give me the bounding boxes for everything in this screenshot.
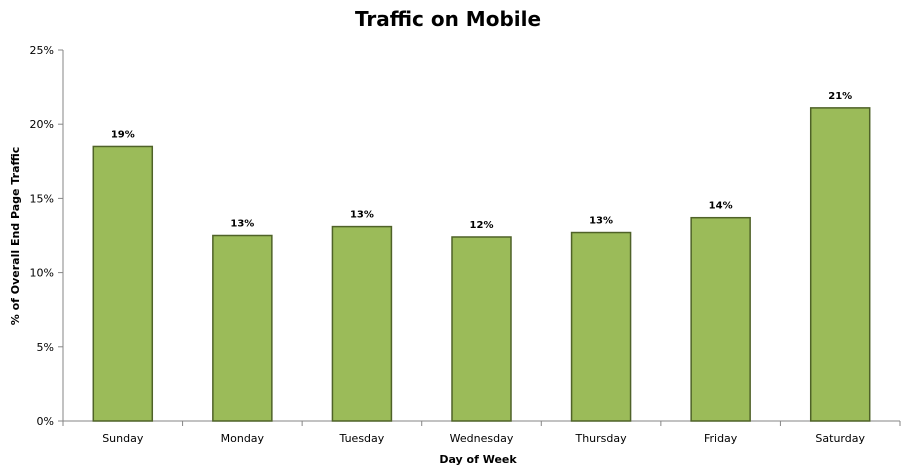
y-tick-label: 10% xyxy=(30,267,54,280)
y-tick-label: 0% xyxy=(37,415,54,428)
y-tick-label: 5% xyxy=(37,341,54,354)
x-axis: Sunday Monday Tuesday Wednesday Thursday Frid… xyxy=(62,420,901,445)
x-tick-label: Wednesday xyxy=(450,432,514,445)
bar-monday xyxy=(212,234,273,422)
data-label: 14% xyxy=(709,201,733,212)
y-tick-label: 15% xyxy=(30,192,54,205)
bar-wednesday xyxy=(451,236,512,422)
x-tick-label: Friday xyxy=(704,432,738,445)
data-labels: 19% 13% 13% 12% 13% 14% 21% xyxy=(111,91,852,231)
y-axis: 0% 5% 10% 15% 20% 25% xyxy=(30,44,64,428)
bar-friday xyxy=(690,216,751,422)
x-tick-label: Monday xyxy=(221,432,265,445)
y-tick-label: 25% xyxy=(30,44,54,57)
x-tick-label: Sunday xyxy=(102,432,144,445)
bar-saturday xyxy=(809,107,871,422)
data-label: 21% xyxy=(828,91,852,102)
bar-tuesday xyxy=(331,225,393,422)
x-axis-title: Day of Week xyxy=(439,453,517,466)
data-label: 12% xyxy=(470,220,494,231)
x-tick-label: Saturday xyxy=(815,432,865,445)
bar-thursday xyxy=(570,231,632,422)
y-tick-label: 20% xyxy=(30,118,54,131)
data-label: 13% xyxy=(350,210,374,221)
chart-title: Traffic on Mobile xyxy=(355,7,541,31)
bar-sunday xyxy=(92,145,154,422)
data-label: 19% xyxy=(111,129,135,140)
x-tick-label: Thursday xyxy=(574,432,627,445)
y-axis-title: % of Overall End Page Traffic xyxy=(9,147,22,326)
data-label: 13% xyxy=(230,219,254,230)
data-label: 13% xyxy=(589,216,613,227)
bars xyxy=(92,107,871,422)
x-tick-label: Tuesday xyxy=(339,432,385,445)
